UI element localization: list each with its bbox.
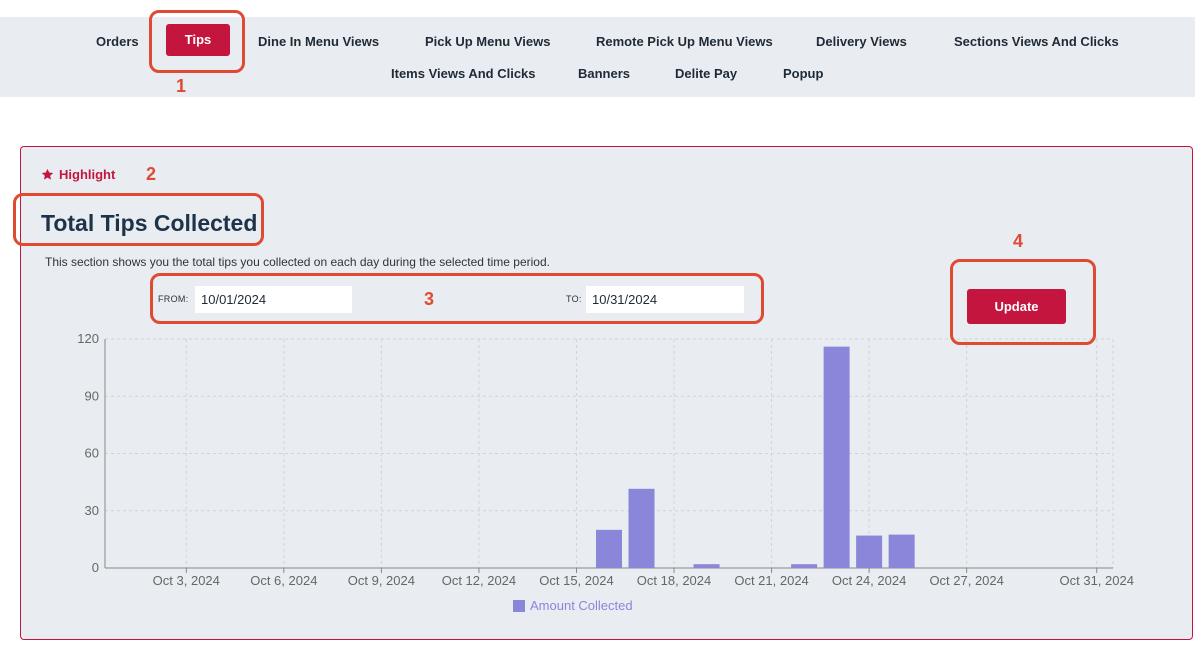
callout-box-1 [149,10,245,73]
nav-remote-pick-up-menu-views[interactable]: Remote Pick Up Menu Views [596,34,773,49]
callout-number-4: 4 [1013,231,1024,251]
callout-box-3 [150,273,764,324]
top-nav: Orders Tips Dine In Menu Views Pick Up M… [0,17,1195,97]
callout-number-3: 3 [424,289,435,309]
from-label: FROM: [158,294,189,304]
nav-pick-up-menu-views[interactable]: Pick Up Menu Views [425,34,551,49]
nav-tips[interactable]: Tips [166,24,230,56]
nav-popup[interactable]: Popup [783,66,824,81]
to-label: TO: [566,294,582,304]
nav-delivery-views[interactable]: Delivery Views [816,34,907,49]
nav-sections-views-and-clicks[interactable]: Sections Views And Clicks [954,34,1119,49]
nav-dine-in-menu-views[interactable]: Dine In Menu Views [258,34,380,49]
nav-items-views-and-clicks[interactable]: Items Views And Clicks [391,66,536,81]
update-button[interactable]: Update [967,289,1066,324]
highlight-tag: Highlight [41,167,115,182]
callout-number-2: 2 [146,164,157,184]
page-title: Total Tips Collected [41,210,258,236]
callout-box-2 [13,193,264,246]
nav-orders[interactable]: Orders [96,34,139,49]
highlight-label: Highlight [59,167,116,182]
star-icon [41,168,54,180]
section-description: This section shows you the total tips yo… [45,255,550,269]
from-date-field[interactable] [195,286,352,313]
callout-box-4 [950,259,1096,345]
nav-delite-pay[interactable]: Delite Pay [675,66,738,81]
callout-number-1: 1 [176,76,187,96]
to-date-field[interactable] [586,286,744,313]
nav-banners[interactable]: Banners [578,66,631,81]
